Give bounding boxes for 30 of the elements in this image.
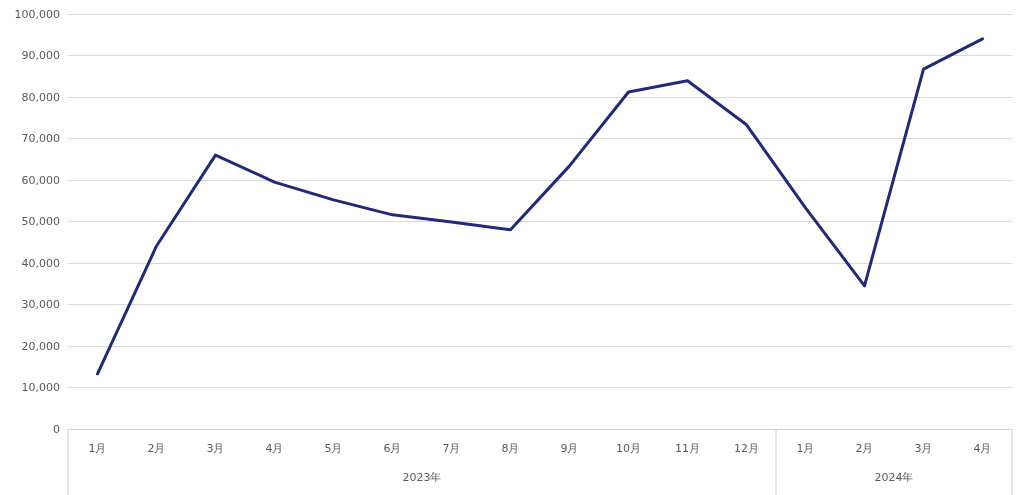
y-tick-label: 10,000: [21, 381, 60, 394]
x-tick-label: 1月: [88, 442, 107, 455]
x-tick-label: 8月: [501, 442, 520, 455]
text: 2024年: [874, 470, 914, 484]
x-tick-label: 11月: [675, 442, 700, 455]
x-tick-label: 1月: [796, 442, 815, 455]
x-tick-label: 2月: [147, 442, 166, 455]
y-tick-label: 30,000: [21, 298, 60, 311]
x-tick-label: 4月: [973, 442, 992, 455]
x-tick-label: 10月: [616, 442, 641, 455]
x-tick-label: 6月: [383, 442, 402, 455]
y-tick-label: 100,000: [14, 7, 60, 21]
x-tick-label: 12月: [734, 442, 759, 455]
y-tick-label: 60,000: [21, 173, 60, 187]
y-tick-label: 20,000: [21, 339, 60, 353]
text: 2023年: [402, 470, 442, 484]
y-tick-label: 50,000: [21, 215, 60, 228]
y-tick-label: 70,000: [21, 132, 60, 145]
x-tick-label: 7月: [442, 442, 461, 455]
y-tick-label: 80,000: [21, 90, 60, 104]
line-series: [96, 37, 984, 376]
x-tick-label: 3月: [206, 442, 225, 455]
x-tick-label: 2月: [855, 442, 874, 455]
x-tick-label: 4月: [265, 442, 284, 455]
y-tick-label: 90,000: [21, 49, 60, 62]
y-tick-label: 40,000: [21, 256, 60, 270]
x-tick-label: 9月: [560, 442, 579, 455]
y-tick-label: 0: [53, 422, 60, 436]
x-tick-label: 5月: [324, 442, 343, 455]
x-tick-label: 3月: [914, 442, 933, 455]
